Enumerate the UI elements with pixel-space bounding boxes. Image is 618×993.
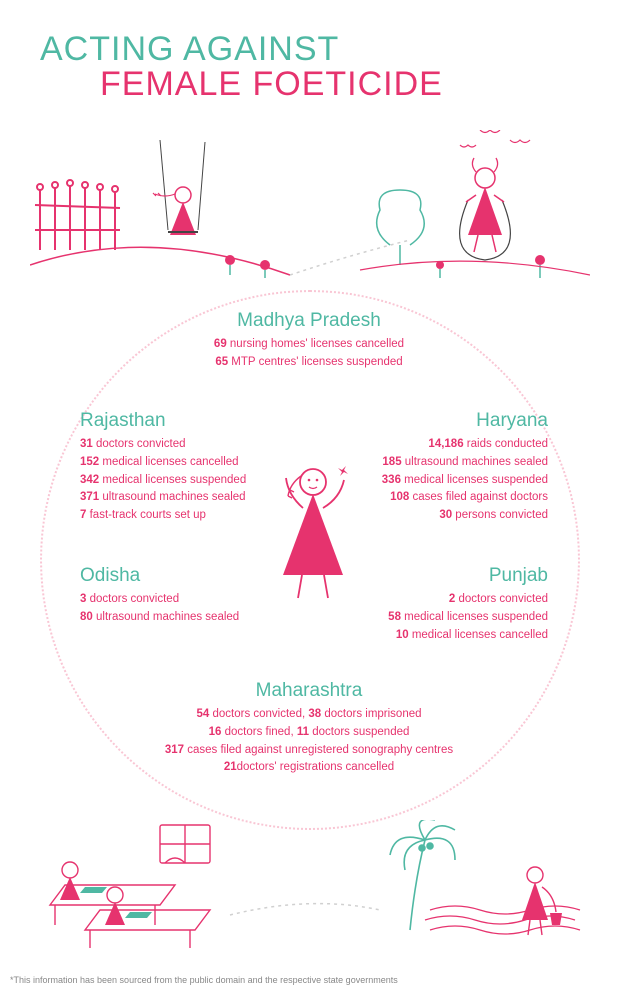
stat-number: 58 [388, 611, 401, 623]
stat-text: medical licenses suspended [99, 474, 246, 486]
stat-text: doctors suspended [309, 726, 409, 738]
stat-text: doctors imprisoned [321, 708, 421, 720]
stat-number: 336 [382, 474, 401, 486]
stat-number: 21 [224, 761, 237, 773]
stat-text: MTP centres' licenses suspended [228, 356, 403, 368]
center-girl-illustration [268, 460, 358, 610]
stat-line: 2 doctors convicted [388, 591, 548, 609]
title-line-1: ACTING AGAINST [40, 30, 443, 69]
stat-line: 342 medical licenses suspended [80, 472, 246, 490]
stat-text: doctors' registrations cancelled [237, 761, 395, 773]
main-title: ACTING AGAINST FEMALE FOETICIDE [40, 30, 443, 104]
bottom-illustration [30, 820, 590, 950]
stat-text: doctors convicted [93, 438, 186, 450]
state-rajasthan: Rajasthan 31 doctors convicted152 medica… [80, 410, 246, 525]
stat-number: 38 [308, 708, 321, 720]
title-line-2: FEMALE FOETICIDE [100, 65, 443, 104]
stat-text: doctors convicted [455, 593, 548, 605]
state-punjab: Punjab 2 doctors convicted58 medical lic… [388, 565, 548, 644]
stat-number: 31 [80, 438, 93, 450]
stat-number: 185 [382, 456, 401, 468]
stat-number: 54 [196, 708, 209, 720]
state-maharashtra: Maharashtra 54 doctors convicted, 38 doc… [0, 680, 618, 777]
stat-line: 21doctors' registrations cancelled [0, 759, 618, 777]
state-name: Madhya Pradesh [0, 310, 618, 332]
stat-text: ultrasound machines sealed [99, 491, 245, 503]
stat-number: 317 [165, 744, 184, 756]
state-name: Rajasthan [80, 410, 246, 432]
stat-number: 69 [214, 338, 227, 350]
state-name: Odisha [80, 565, 239, 587]
stat-text: ultrasound machines sealed [93, 611, 239, 623]
stat-number: 108 [390, 491, 409, 503]
stat-text: medical licenses cancelled [409, 629, 548, 641]
stat-line: 3 doctors convicted [80, 591, 239, 609]
stat-line: 152 medical licenses cancelled [80, 454, 246, 472]
stat-number: 152 [80, 456, 99, 468]
stat-text: doctors convicted, [209, 708, 308, 720]
stat-text: medical licenses suspended [401, 474, 548, 486]
stat-line: 69 nursing homes' licenses cancelled [0, 336, 618, 354]
stat-line: 58 medical licenses suspended [388, 609, 548, 627]
stat-number: 80 [80, 611, 93, 623]
stat-line: 10 medical licenses cancelled [388, 627, 548, 645]
stat-text: medical licenses suspended [401, 611, 548, 623]
state-name: Haryana [382, 410, 548, 432]
state-name: Maharashtra [0, 680, 618, 702]
stat-number: 65 [215, 356, 228, 368]
stat-line: 336 medical licenses suspended [382, 472, 548, 490]
stat-text: raids conducted [464, 438, 548, 450]
stat-text: persons convicted [452, 509, 548, 521]
stat-line: 30 persons convicted [382, 507, 548, 525]
stat-line: 54 doctors convicted, 38 doctors impriso… [0, 706, 618, 724]
stat-line: 185 ultrasound machines sealed [382, 454, 548, 472]
stat-line: 7 fast-track courts set up [80, 507, 246, 525]
stat-text: ultrasound machines sealed [402, 456, 548, 468]
state-name: Punjab [388, 565, 548, 587]
stat-text: doctors fined, [221, 726, 296, 738]
stat-number: 371 [80, 491, 99, 503]
stat-text: nursing homes' licenses cancelled [227, 338, 404, 350]
stat-line: 65 MTP centres' licenses suspended [0, 354, 618, 372]
stat-text: fast-track courts set up [86, 509, 206, 521]
stat-text: cases filed against doctors [409, 491, 548, 503]
footnote: *This information has been sourced from … [10, 975, 398, 985]
stats-list: 54 doctors convicted, 38 doctors impriso… [0, 706, 618, 777]
state-haryana: Haryana 14,186 raids conducted185 ultras… [382, 410, 548, 525]
stat-text: cases filed against unregistered sonogra… [184, 744, 453, 756]
stat-text: medical licenses cancelled [99, 456, 238, 468]
stats-list: 14,186 raids conducted185 ultrasound mac… [382, 436, 548, 525]
stat-number: 11 [297, 726, 309, 738]
stats-list: 31 doctors convicted152 medical licenses… [80, 436, 246, 525]
stat-line: 108 cases filed against doctors [382, 489, 548, 507]
stat-line: 31 doctors convicted [80, 436, 246, 454]
state-odisha: Odisha 3 doctors convicted80 ultrasound … [80, 565, 239, 627]
stat-line: 14,186 raids conducted [382, 436, 548, 454]
stat-number: 16 [209, 726, 222, 738]
stats-list: 2 doctors convicted58 medical licenses s… [388, 591, 548, 644]
stats-list: 69 nursing homes' licenses cancelled65 M… [0, 336, 618, 372]
stat-number: 30 [439, 509, 452, 521]
top-illustration [30, 130, 590, 290]
state-madhya-pradesh: Madhya Pradesh 69 nursing homes' license… [0, 310, 618, 372]
stat-number: 342 [80, 474, 99, 486]
stat-number: 10 [396, 629, 409, 641]
stats-list: 3 doctors convicted80 ultrasound machine… [80, 591, 239, 627]
stat-line: 371 ultrasound machines sealed [80, 489, 246, 507]
stat-text: doctors convicted [86, 593, 179, 605]
stat-line: 16 doctors fined, 11 doctors suspended [0, 724, 618, 742]
stat-number: 14,186 [428, 438, 463, 450]
stat-line: 317 cases filed against unregistered son… [0, 742, 618, 760]
stat-line: 80 ultrasound machines sealed [80, 609, 239, 627]
